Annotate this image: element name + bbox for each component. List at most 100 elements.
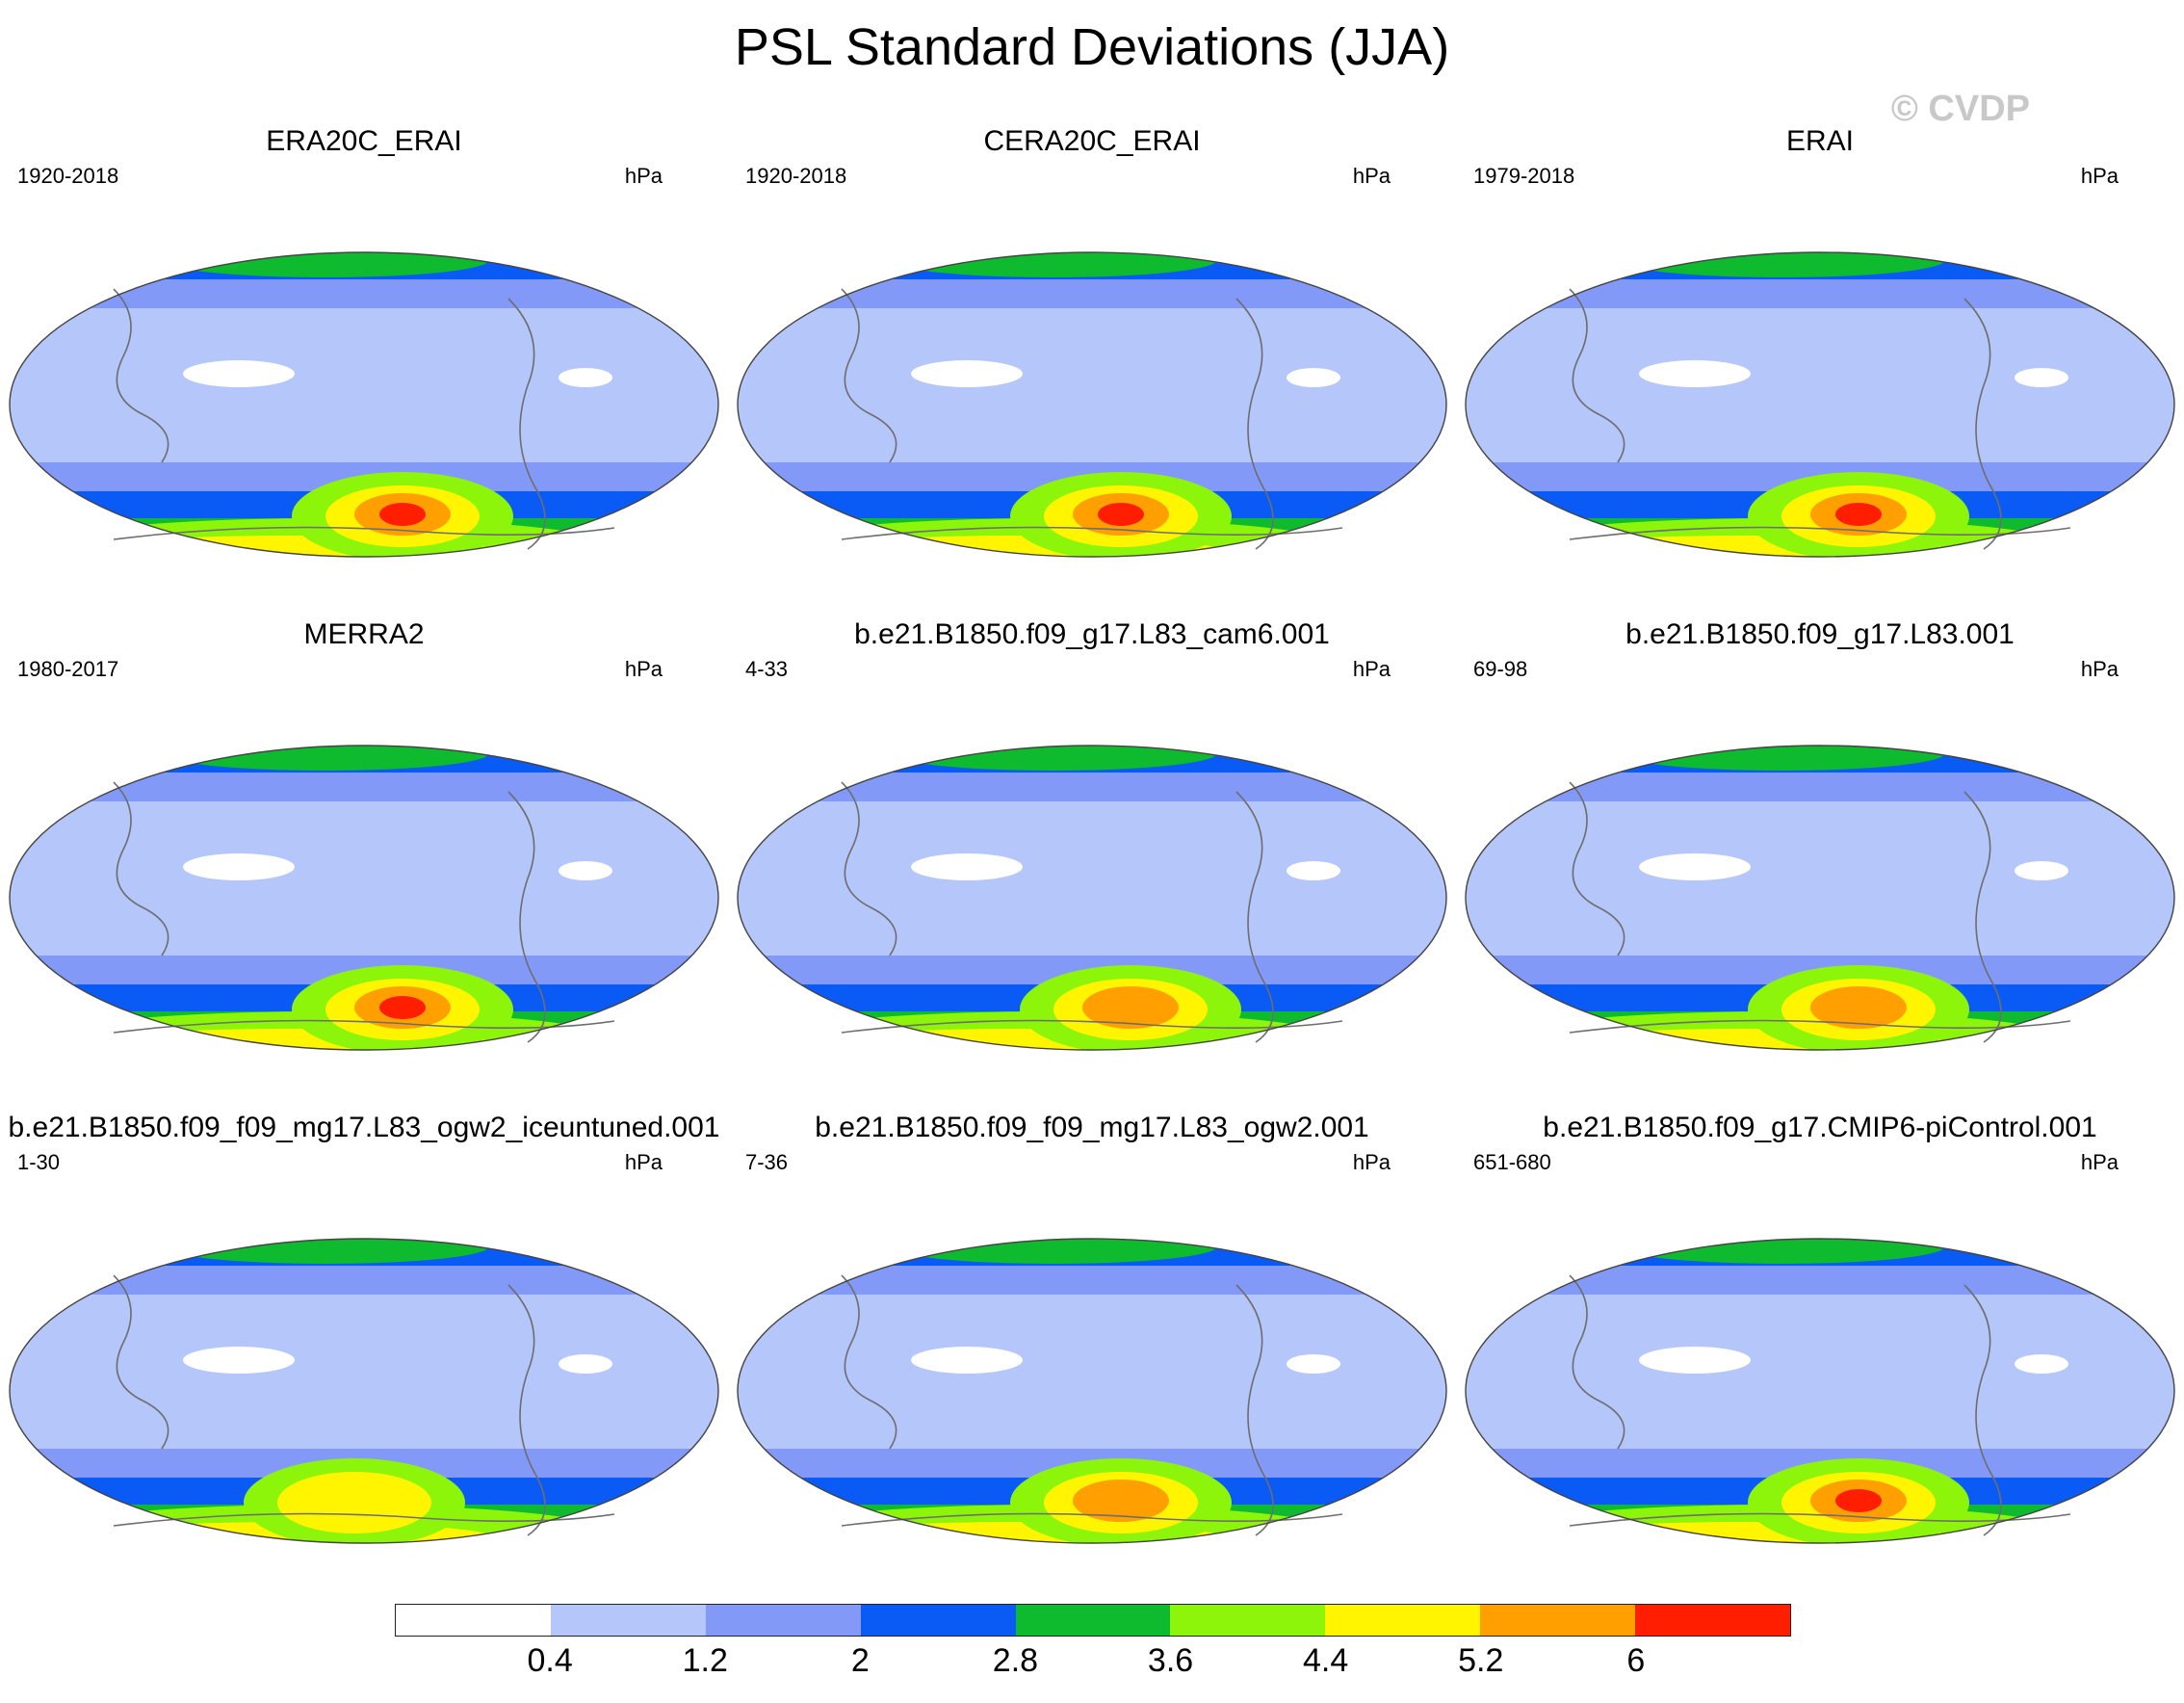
panel-units: hPa [1352, 164, 1391, 188]
panel-period: 1920-2018 [17, 164, 119, 188]
field-blob-tropical-low-east [2015, 1354, 2068, 1374]
field-center-peak [1107, 996, 1154, 1019]
panel-period: 7-36 [745, 1150, 789, 1174]
field-center-peak [1835, 1489, 1882, 1512]
colorbar-swatch [396, 1605, 551, 1636]
map-panel: b.e21.B1850.f09_g17.CMIP6-piControl.001 6… [1456, 1112, 2184, 1593]
panel-title: b.e21.B1850.f09_g17.CMIP6-piControl.001 [1543, 1112, 2097, 1143]
coastline-americas [507, 1284, 546, 1536]
field-blob-arctic-high [1618, 252, 1945, 277]
field-blob-tropical-low-east [1287, 1354, 1340, 1374]
map-field [1465, 251, 2175, 558]
panel-title: ERAI [1785, 125, 1855, 157]
field-band-north-midlat [10, 279, 718, 308]
field-band-north-midlat [10, 1266, 718, 1295]
coastline-asia [841, 288, 897, 463]
field-blob-tropical-low [1639, 360, 1751, 387]
field-blob-arctic-high [162, 252, 489, 277]
field-blob-tropical-low-east [1287, 368, 1340, 387]
colorbar-swatch [1480, 1605, 1636, 1636]
colorbar-tick-label: 6 [1626, 1642, 1646, 1679]
panel-period: 1920-2018 [745, 164, 847, 188]
coastline-antarctica [113, 1019, 615, 1034]
panel-period: 69-98 [1473, 657, 1528, 681]
panel-period: 1979-2018 [1473, 164, 1575, 188]
field-band-north-midlat [1466, 1266, 2174, 1295]
field-blob-arctic-high [1618, 746, 1945, 771]
field-blob-tropical-low [183, 360, 295, 387]
coastline-antarctica [841, 1019, 1343, 1034]
map-outline [737, 1238, 1447, 1544]
colorbar [395, 1604, 1791, 1637]
field-blob-arctic-high [162, 746, 489, 771]
field-band-north-midlat [1466, 279, 2174, 308]
colorbar-tick-label: 4.4 [1303, 1642, 1349, 1679]
map-field [737, 1238, 1447, 1544]
colorbar-tick-label: 2 [850, 1642, 870, 1679]
colorbar-swatch [1015, 1605, 1171, 1636]
field-blob-tropical-low-east [2015, 861, 2068, 880]
panel-units: hPa [2080, 164, 2119, 188]
coastline-americas [1963, 298, 2002, 550]
map-field [9, 1238, 719, 1544]
field-blob-tropical-low [183, 1347, 295, 1374]
colorbar-labels: 0.4 1.2 2 2.8 3.6 4.4 5.2 6 [395, 1642, 1791, 1681]
coastline-antarctica [1569, 526, 2071, 540]
coastline-asia [841, 1274, 897, 1450]
colorbar-swatch [1170, 1605, 1326, 1636]
map-panel: ERAI 1979-2018 hPa [1456, 125, 2184, 607]
field-blob-tropical-low-east [2015, 368, 2068, 387]
field-center-peak [1098, 503, 1144, 526]
map-outline [9, 1238, 719, 1544]
colorbar-swatch [860, 1605, 1016, 1636]
coastline-americas [1235, 1284, 1274, 1536]
coastline-antarctica [113, 526, 615, 540]
field-blob-tropical-low-east [1287, 861, 1340, 880]
panel-period: 4-33 [745, 657, 789, 681]
panel-period: 651-680 [1473, 1150, 1551, 1174]
map-panel: CERA20C_ERAI 1920-2018 hPa [728, 125, 1456, 607]
field-blob-tropical-low [911, 853, 1023, 880]
colorbar-tick-label: 5.2 [1458, 1642, 1504, 1679]
figure-title: PSL Standard Deviations (JJA) [734, 18, 1450, 76]
map-field [737, 745, 1447, 1051]
field-band-north-midlat [10, 773, 718, 801]
field-blob-tropical-low-east [559, 861, 612, 880]
coastline-americas [1963, 1284, 2002, 1536]
field-blob-tropical-low [1639, 1347, 1751, 1374]
panel-units: hPa [2080, 1150, 2119, 1174]
field-center-peak [379, 503, 426, 526]
coastline-americas [507, 298, 546, 550]
panel-title: b.e21.B1850.f09_g17.L83.001 [1625, 618, 2015, 650]
coastline-asia [113, 288, 169, 463]
coastline-antarctica [841, 1512, 1343, 1527]
map-field [1465, 1238, 2175, 1544]
colorbar-tick-label: 2.8 [992, 1642, 1039, 1679]
field-band-north-midlat [738, 279, 1446, 308]
coastline-americas [1235, 791, 1274, 1043]
panel-units: hPa [1352, 657, 1391, 681]
colorbar-tick-label: 1.2 [682, 1642, 728, 1679]
colorbar-tick-label: 0.4 [527, 1642, 573, 1679]
panel-title: CERA20C_ERAI [983, 125, 1201, 157]
map-outline [737, 251, 1447, 558]
field-center-peak [1098, 1489, 1144, 1512]
panel-title: b.e21.B1850.f09_g17.L83_cam6.001 [854, 618, 1330, 650]
coastline-americas [1963, 791, 2002, 1043]
coastline-asia [1569, 781, 1625, 956]
colorbar-swatch [550, 1605, 706, 1636]
colorbar-swatch [1325, 1605, 1481, 1636]
field-blob-tropical-low-east [559, 368, 612, 387]
map-panel: MERRA2 1980-2017 hPa [0, 618, 728, 1100]
coastline-antarctica [1569, 1019, 2071, 1034]
map-field [9, 251, 719, 558]
map-field [737, 251, 1447, 558]
coastline-asia [113, 1274, 169, 1450]
map-outline [9, 745, 719, 1051]
map-outline [9, 251, 719, 558]
map-field [1465, 745, 2175, 1051]
coastline-americas [1235, 298, 1274, 550]
field-blob-tropical-low [183, 853, 295, 880]
colorbar-tick-label: 3.6 [1147, 1642, 1194, 1679]
map-panel: ERA20C_ERAI 1920-2018 hPa [0, 125, 728, 607]
